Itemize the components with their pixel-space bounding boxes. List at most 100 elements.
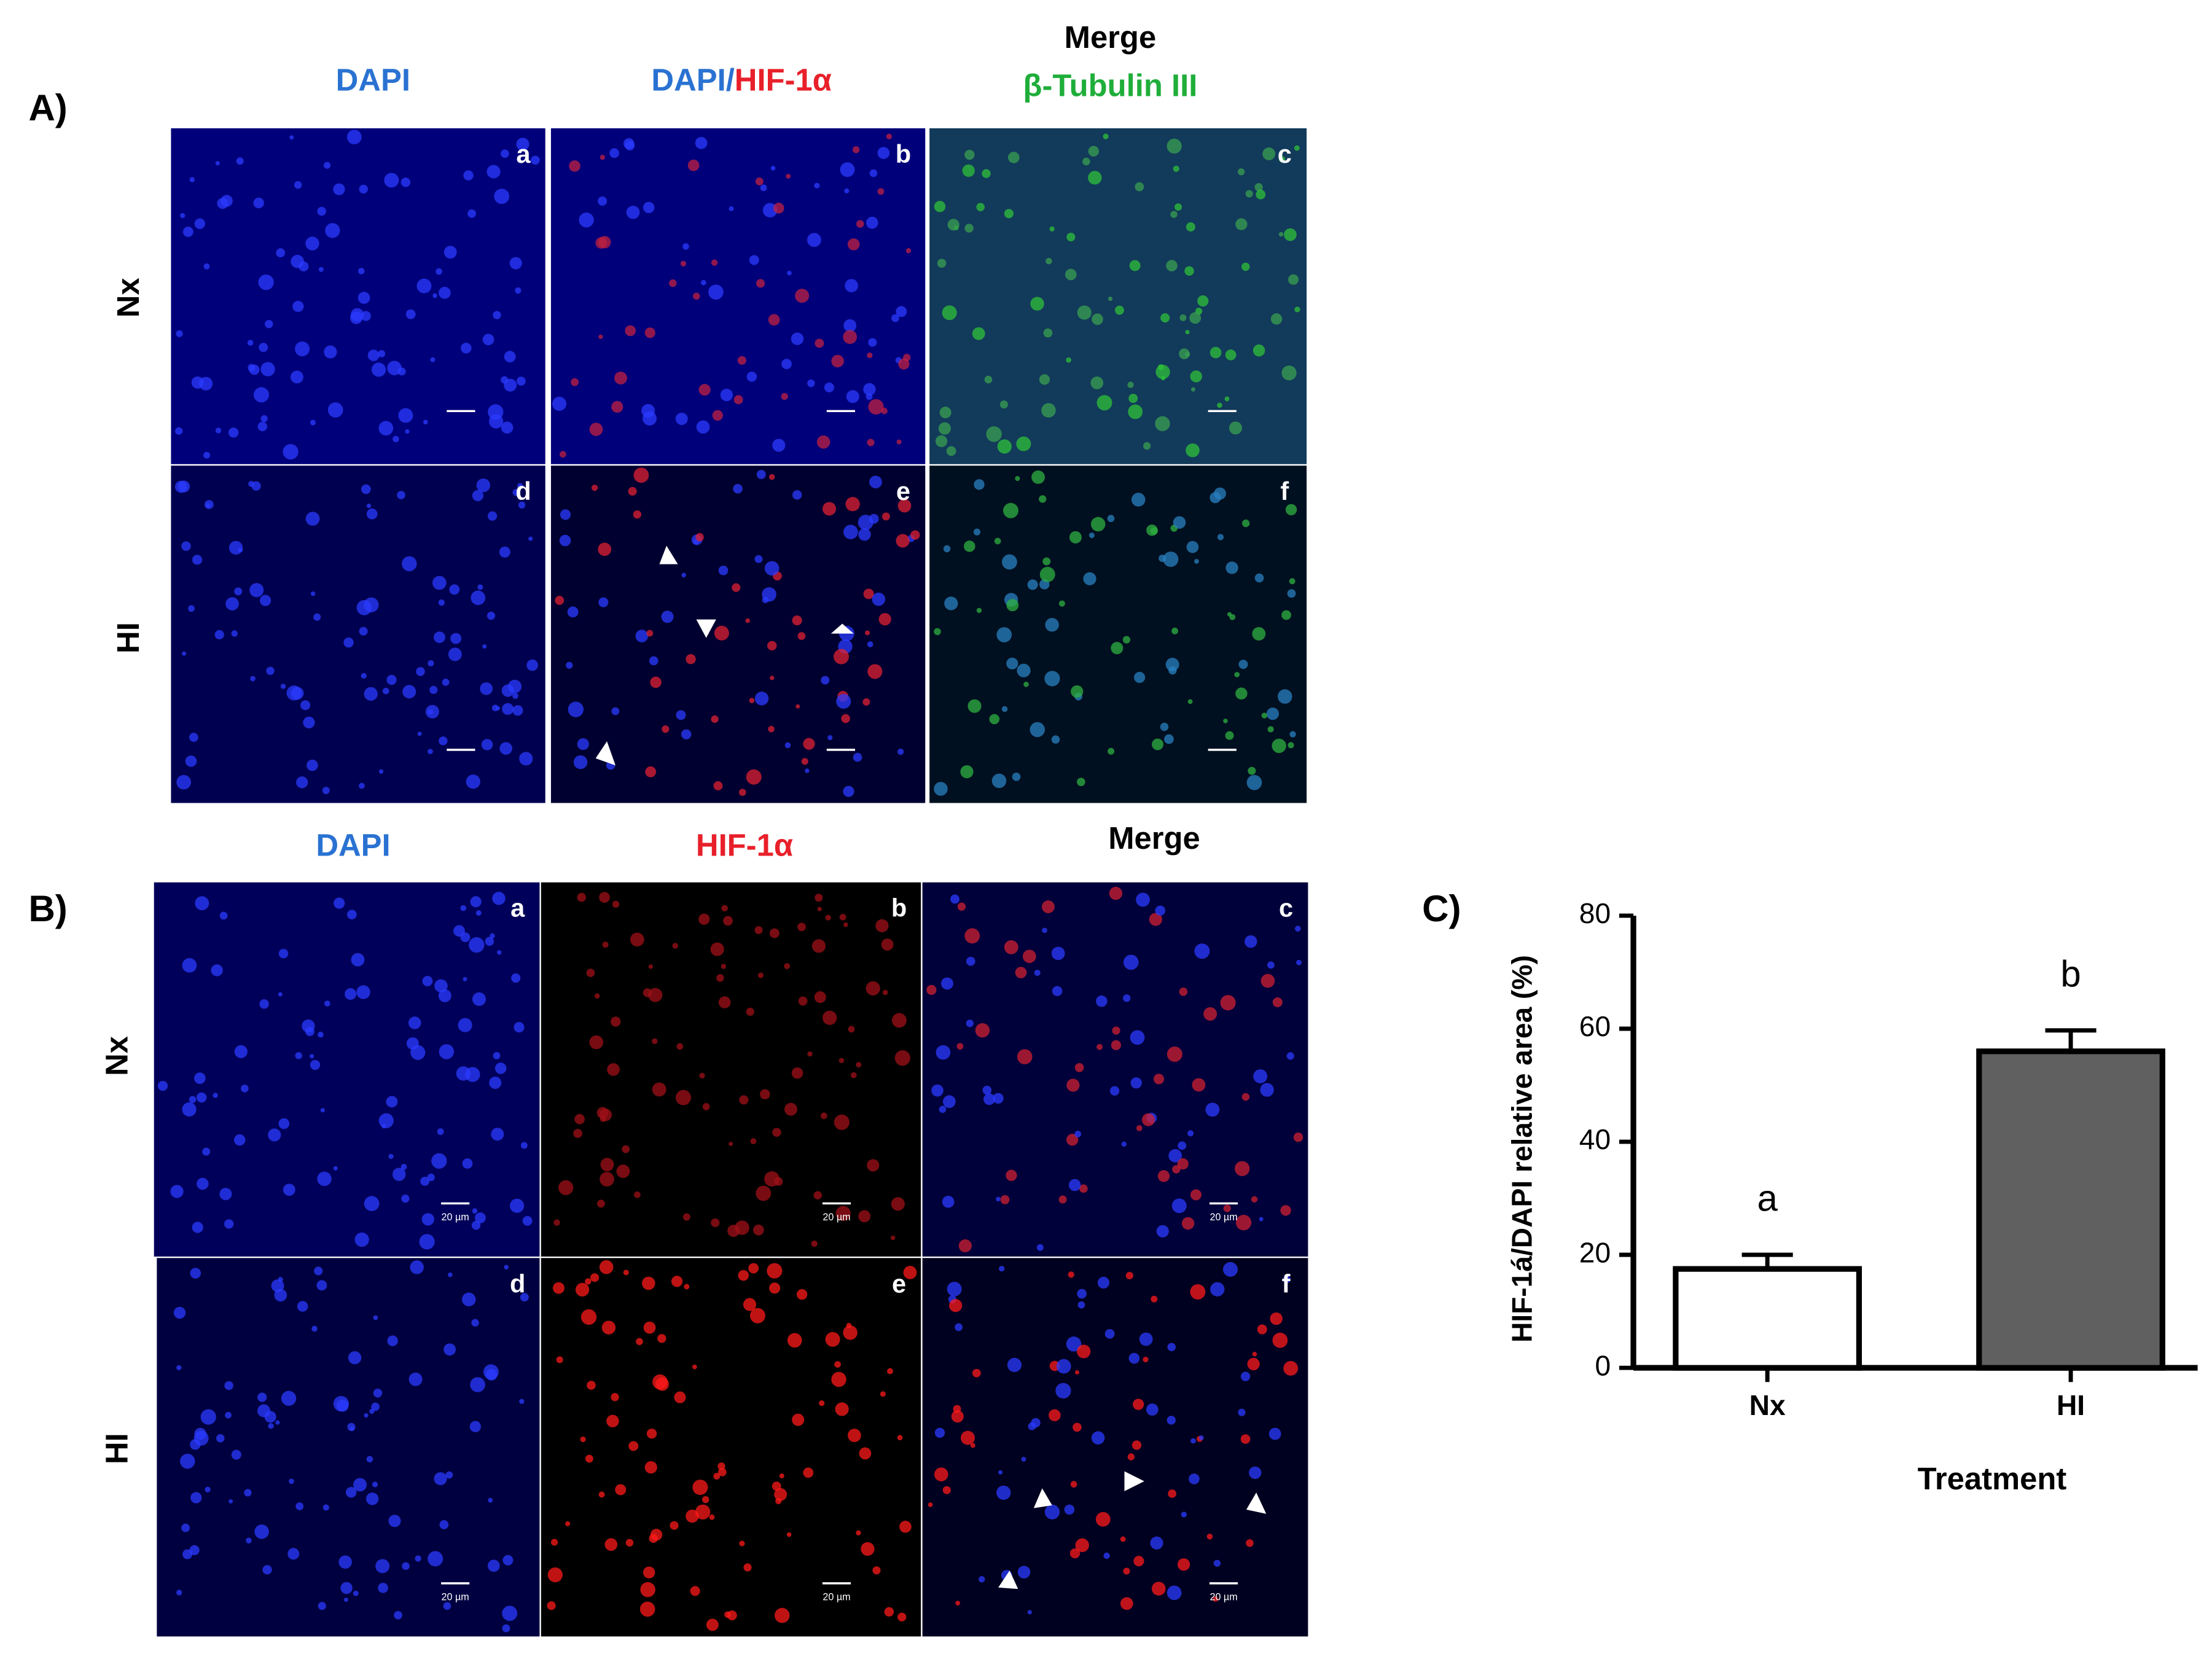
micrograph	[152, 881, 541, 1258]
cell	[729, 206, 734, 211]
cell	[1186, 222, 1195, 232]
cell	[1097, 1276, 1110, 1289]
cell	[192, 555, 203, 565]
cell	[867, 439, 875, 446]
cell	[589, 1035, 603, 1050]
cell	[1286, 1052, 1294, 1060]
cell	[1000, 1195, 1010, 1204]
cell	[999, 1266, 1005, 1272]
cell	[1197, 295, 1209, 307]
cell	[779, 1473, 784, 1479]
cell	[972, 327, 985, 340]
cell	[1210, 1282, 1225, 1296]
cell	[224, 1381, 233, 1390]
cell	[976, 607, 982, 614]
cell	[846, 390, 859, 404]
cell	[550, 1538, 558, 1546]
cell	[820, 1112, 827, 1120]
cell	[856, 220, 864, 228]
cell	[219, 911, 228, 920]
cell	[628, 486, 637, 496]
cell	[645, 766, 657, 778]
cell	[1049, 1409, 1061, 1422]
cell	[1205, 1102, 1220, 1117]
cell	[615, 1484, 627, 1495]
cell	[1030, 722, 1045, 738]
cell	[869, 475, 882, 489]
cell	[432, 293, 437, 298]
cell	[299, 261, 309, 271]
cell	[224, 1219, 234, 1229]
cell	[322, 787, 330, 795]
cell	[1042, 900, 1055, 913]
cell	[875, 919, 889, 932]
cell	[811, 939, 826, 953]
cell	[1051, 735, 1060, 744]
cell	[950, 894, 959, 904]
cell	[848, 1429, 861, 1443]
cell	[453, 925, 465, 937]
cell	[1206, 1534, 1213, 1540]
cell	[671, 1276, 683, 1287]
cell	[841, 714, 850, 723]
cell	[1293, 1133, 1303, 1142]
cell	[1066, 1134, 1079, 1146]
cell	[1115, 305, 1124, 315]
cell	[429, 685, 438, 694]
cell	[669, 279, 677, 287]
cell	[805, 768, 810, 773]
cell	[289, 135, 294, 140]
arrowhead	[696, 619, 716, 638]
cell	[1023, 681, 1029, 687]
cell	[526, 659, 538, 671]
cell	[553, 1282, 565, 1294]
cell	[1155, 905, 1166, 916]
cell	[1133, 1398, 1144, 1410]
cell	[633, 467, 649, 483]
cell	[1069, 531, 1082, 544]
cell	[996, 1485, 1011, 1500]
cell	[176, 1589, 182, 1596]
cell	[348, 1351, 362, 1365]
cell	[702, 1495, 709, 1503]
cell	[364, 1413, 369, 1418]
cell	[891, 1197, 905, 1211]
cell	[934, 201, 946, 212]
cell	[1159, 555, 1167, 563]
cell	[345, 1487, 357, 1498]
scale-bar-label: 20 µm	[823, 1212, 850, 1223]
cell	[910, 530, 920, 540]
cell	[1112, 1026, 1120, 1035]
cell	[662, 725, 670, 733]
cell	[463, 170, 474, 181]
cell	[365, 1492, 379, 1505]
arrowhead	[998, 1570, 1018, 1589]
cell	[951, 1410, 964, 1423]
cell	[869, 513, 879, 524]
cell	[386, 1096, 398, 1108]
cell	[509, 257, 522, 270]
cell	[325, 223, 340, 238]
cell	[463, 977, 467, 981]
cell	[405, 429, 410, 434]
cell	[1090, 517, 1106, 532]
cell	[204, 500, 214, 509]
cell	[938, 422, 952, 435]
cell	[504, 351, 516, 363]
cell	[996, 627, 1012, 642]
cell	[416, 667, 425, 676]
cell	[487, 511, 498, 521]
cell	[944, 596, 958, 610]
cell	[949, 1299, 963, 1312]
cell	[797, 922, 806, 932]
cell	[695, 532, 704, 542]
cell	[1164, 734, 1174, 744]
cell	[501, 421, 514, 434]
cell	[249, 583, 264, 598]
cell	[1096, 395, 1112, 411]
cell	[516, 376, 526, 386]
cell	[434, 631, 445, 644]
cell	[1190, 387, 1195, 392]
cell	[1198, 1435, 1204, 1441]
cell	[359, 184, 368, 194]
